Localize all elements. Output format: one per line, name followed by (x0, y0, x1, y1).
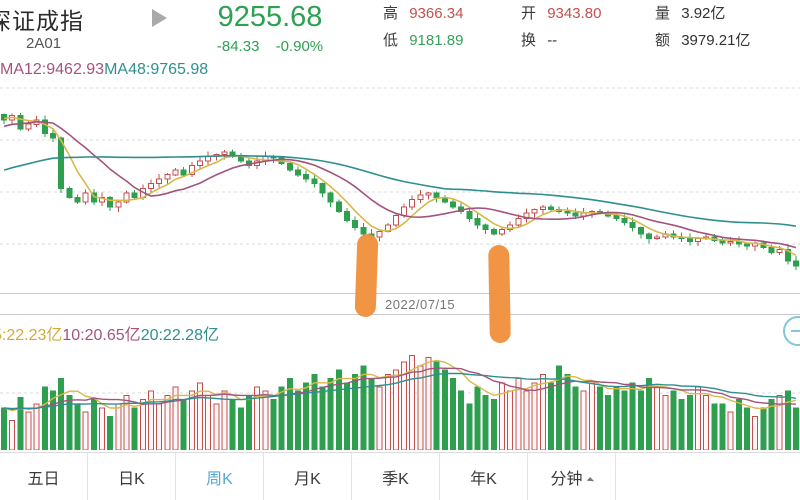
tab-five-day[interactable]: 五日 (0, 453, 88, 500)
tab-label: 分钟 (550, 470, 583, 488)
minus-icon (791, 330, 800, 332)
tab-month-k[interactable]: 月K (264, 453, 352, 500)
index-title: 深证成指 (0, 8, 84, 34)
price-chart[interactable] (0, 85, 800, 293)
price-gridlines (0, 87, 800, 245)
vol-ma5-label: 5:22.23亿 (0, 327, 63, 344)
date-axis: 2022/07/15 (0, 293, 800, 315)
stat-turnover: 换 -- (521, 32, 558, 49)
price-block: 9255.68 -84.33 -0.90% (185, 1, 355, 55)
tab-label: 年K (470, 470, 497, 488)
tab-label: 月K (294, 470, 321, 488)
candlestick-layer (1, 112, 799, 270)
tab-label: 五日 (27, 470, 60, 488)
price-ma-labels: MA12:9462.93MA48:9765.98 (0, 61, 208, 79)
stat-high: 高 9366.34 (383, 5, 464, 22)
tab-year-k[interactable]: 年K (440, 453, 528, 500)
expand-play-icon[interactable] (152, 9, 167, 27)
tab-season-k[interactable]: 季K (352, 453, 440, 500)
ma48-label: MA48:9765.98 (104, 61, 209, 78)
volume-canvas[interactable] (0, 347, 800, 450)
zoom-out-button[interactable] (783, 316, 800, 346)
period-tabbar: 五日 日K 周K 月K 季K 年K 分钟 (0, 452, 800, 500)
stat-amount: 额 3979.21亿 (655, 32, 751, 49)
tab-label: 周K (206, 470, 233, 488)
date-label: 2022/07/15 (385, 297, 456, 312)
price-change-pct: -0.90% (275, 38, 324, 55)
volume-ma20-line (4, 372, 797, 410)
tab-label: 日K (118, 470, 145, 488)
stat-low: 低 9181.89 (383, 32, 464, 49)
price-change-row: -84.33 -0.90% (185, 38, 355, 55)
index-code: 2A01 (26, 35, 62, 52)
ma12-label: MA12:9462.93 (0, 61, 105, 78)
price-ma12-line (3, 120, 797, 249)
last-price: 9255.68 (217, 1, 323, 33)
volume-ma10-line (3, 367, 796, 411)
volume-ma5-line (3, 359, 797, 412)
stats-col-volamt: 量 3.92亿 额 3979.21亿 (655, 0, 750, 54)
vol-ma10-label: 10:20.65亿 (62, 327, 141, 344)
price-ma5-line (3, 116, 797, 256)
highlight-mark (488, 244, 511, 344)
vol-ma20-label: 20:22.28亿 (140, 327, 219, 344)
volume-ma-labels: 5:22.23亿10:20.65亿20:22.28亿 (0, 321, 219, 345)
candlestick-canvas[interactable] (0, 85, 800, 293)
price-change: -84.33 (216, 38, 260, 55)
tab-day-k[interactable]: 日K (88, 453, 176, 500)
volume-bars (1, 355, 799, 450)
highlight-mark (354, 233, 379, 318)
tab-label: 季K (382, 470, 409, 488)
tab-week-k[interactable]: 周K (176, 453, 264, 500)
volume-chart[interactable] (0, 347, 800, 450)
price-ma48-line (3, 154, 797, 227)
stat-open: 开 9343.80 (521, 5, 602, 22)
caret-down-icon (586, 476, 594, 485)
stat-volume: 量 3.92亿 (655, 5, 726, 22)
stats-col-openturn: 开 9343.80 换 -- (521, 0, 601, 54)
tab-minute[interactable]: 分钟 (528, 453, 616, 500)
stats-col-highlow: 高 9366.34 低 9181.89 (383, 0, 463, 54)
